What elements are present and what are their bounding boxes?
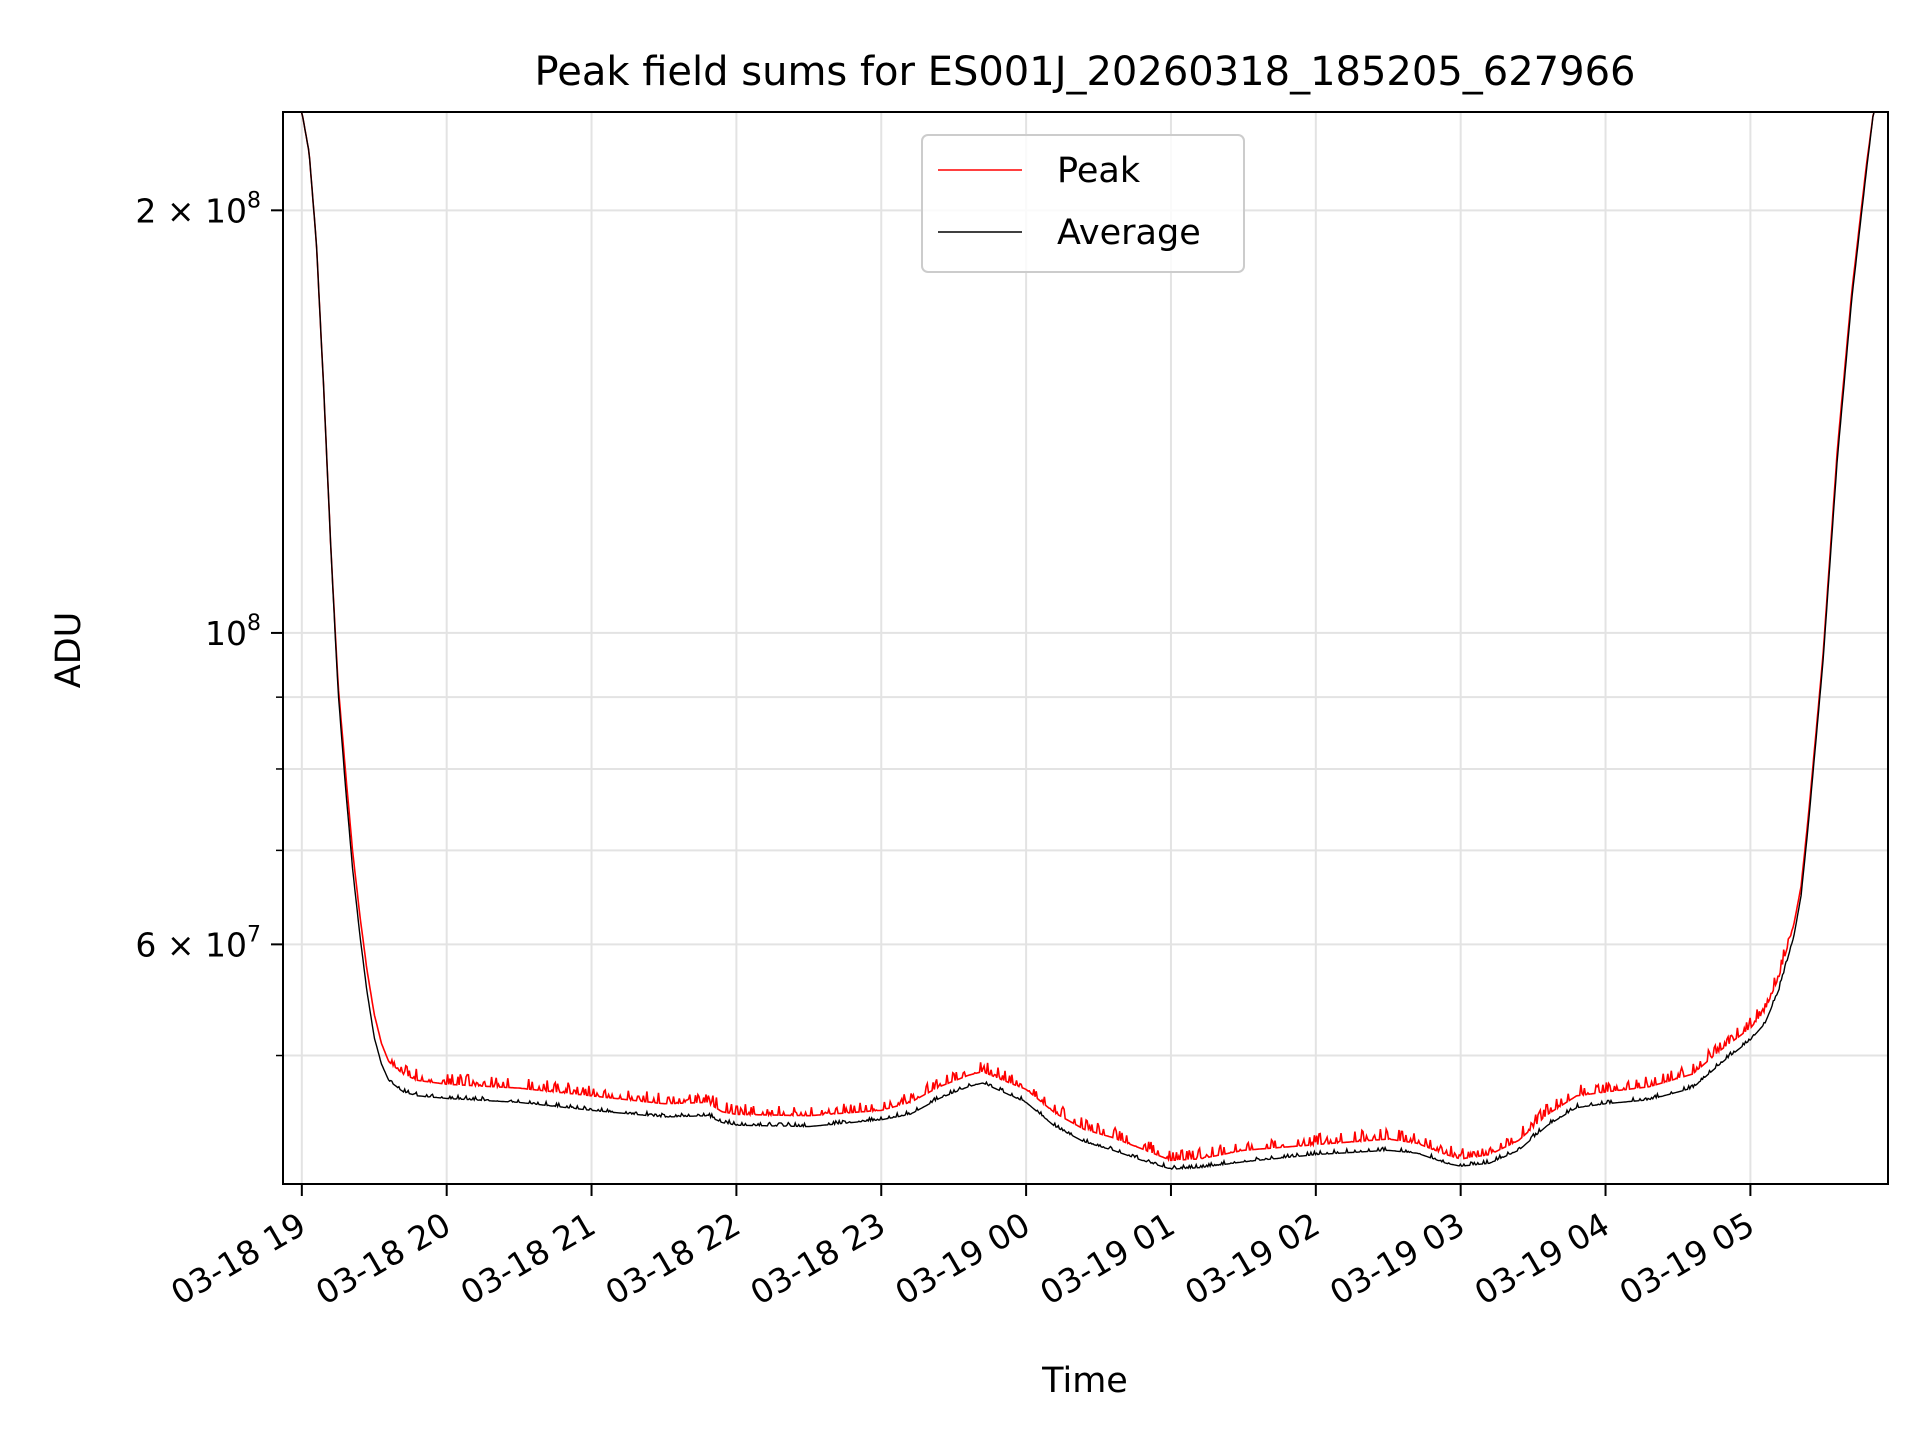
legend-label-average: Average <box>1057 213 1201 253</box>
y-tick-label: 2 × 108 <box>135 188 261 230</box>
y-tick-label: 108 <box>205 611 261 653</box>
y-axis-label: ADU <box>49 612 89 689</box>
series-line-average <box>283 112 1888 1171</box>
x-axis-label: Time <box>1041 1361 1128 1401</box>
grid <box>283 112 1888 1184</box>
chart-title: Peak field sums for ES001J_20260318_1852… <box>535 49 1636 95</box>
series-layer <box>283 112 1888 1171</box>
y-tick-label: 6 × 107 <box>135 922 261 964</box>
plot-frame <box>282 111 1889 1185</box>
series-line-peak <box>283 112 1888 1163</box>
legend: Peak Average <box>921 134 1245 273</box>
y-axis: 2 × 108 108 6 × 107 <box>135 188 283 1057</box>
legend-label-peak: Peak <box>1057 151 1141 191</box>
